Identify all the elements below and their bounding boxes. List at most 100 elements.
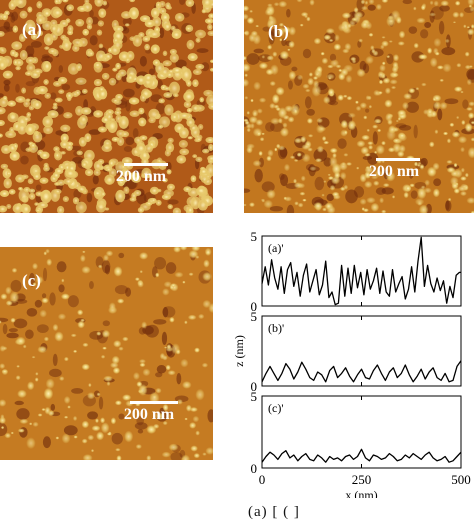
- scale-bar-b: 200 nm: [369, 158, 420, 181]
- afm-grain: [323, 140, 329, 145]
- afm-grain: [169, 316, 175, 323]
- afm-grain: [297, 74, 304, 81]
- afm-grain: [266, 189, 276, 199]
- afm-grain: [32, 421, 39, 427]
- afm-grain: [202, 0, 213, 8]
- afm-grain: [302, 83, 310, 89]
- afm-grain: [15, 96, 26, 103]
- afm-grain: [181, 68, 192, 82]
- afm-grain: [148, 108, 160, 120]
- afm-grain: [91, 425, 101, 432]
- afm-grain: [43, 79, 49, 85]
- afm-grain: [78, 136, 87, 147]
- afm-grain: [313, 201, 323, 210]
- afm-grain: [42, 116, 54, 128]
- series-line: [261, 360, 462, 383]
- afm-grain: [48, 48, 57, 55]
- afm-grain: [372, 124, 379, 129]
- afm-grain: [114, 110, 122, 116]
- afm-grain: [155, 387, 162, 394]
- afm-grain: [168, 69, 174, 74]
- afm-grain: [121, 131, 130, 138]
- afm-grain: [40, 189, 52, 204]
- afm-grain: [299, 23, 304, 27]
- afm-grain: [187, 53, 198, 62]
- afm-grain: [311, 84, 322, 97]
- afm-grain: [397, 109, 407, 117]
- afm-grain: [155, 199, 162, 206]
- afm-grain: [65, 169, 76, 178]
- afm-grain: [98, 8, 107, 18]
- afm-valley: [10, 279, 22, 293]
- afm-valley: [445, 200, 452, 212]
- afm-grain: [171, 30, 182, 39]
- afm-grain: [420, 4, 426, 11]
- afm-grain: [375, 3, 382, 11]
- afm-grain: [202, 272, 213, 282]
- afm-valley: [16, 408, 30, 420]
- afm-grain: [451, 131, 460, 138]
- afm-grain: [203, 89, 213, 97]
- afm-grain: [338, 23, 347, 32]
- afm-grain: [37, 413, 43, 417]
- afm-grain: [150, 44, 160, 54]
- x-tick-label: 500: [451, 472, 471, 487]
- afm-grain: [80, 318, 85, 323]
- afm-grain: [205, 136, 213, 144]
- afm-grain: [186, 117, 195, 127]
- afm-valley: [466, 68, 474, 80]
- afm-grain: [452, 21, 457, 24]
- afm-grain: [66, 4, 75, 12]
- afm-grain: [173, 247, 181, 253]
- afm-grain: [142, 36, 151, 43]
- afm-valley: [165, 262, 177, 274]
- afm-grain: [28, 192, 36, 200]
- afm-grain: [140, 150, 149, 161]
- afm-grain: [196, 137, 202, 142]
- afm-grain: [308, 72, 313, 77]
- afm-grain: [251, 109, 259, 117]
- afm-grain: [327, 173, 331, 177]
- afm-grain: [378, 79, 384, 85]
- afm-grain: [381, 61, 386, 66]
- afm-valley: [3, 21, 11, 30]
- afm-grain: [36, 85, 48, 95]
- afm-valley: [326, 193, 334, 202]
- afm-grain: [187, 314, 197, 321]
- afm-grain: [106, 113, 113, 121]
- afm-grain: [128, 97, 140, 105]
- afm-grain: [166, 169, 172, 175]
- afm-grain: [139, 359, 146, 364]
- afm-grain: [193, 453, 200, 459]
- afm-valley: [386, 53, 394, 65]
- afm-grain: [11, 267, 18, 273]
- afm-valley: [86, 192, 93, 203]
- afm-grain: [329, 184, 336, 191]
- afm-grain: [274, 147, 278, 152]
- afm-grain: [132, 34, 143, 47]
- afm-grain: [101, 329, 111, 338]
- afm-grain: [467, 28, 474, 36]
- afm-grain: [208, 143, 213, 152]
- afm-grain: [386, 171, 396, 182]
- afm-grain: [73, 435, 78, 439]
- afm-grain: [315, 72, 319, 76]
- afm-grain: [149, 186, 160, 195]
- afm-grain: [163, 22, 172, 31]
- afm-grain: [455, 182, 459, 186]
- afm-grain: [320, 51, 325, 56]
- afm-grain: [293, 159, 299, 162]
- afm-grain: [9, 291, 20, 304]
- afm-grain: [360, 146, 369, 155]
- afm-grain: [307, 77, 314, 86]
- afm-grain: [0, 426, 5, 430]
- afm-grain: [66, 141, 74, 147]
- afm-grain: [356, 68, 366, 78]
- afm-grain: [305, 88, 311, 93]
- afm-grain: [264, 8, 273, 16]
- afm-grain: [121, 168, 129, 177]
- afm-grain: [0, 163, 9, 170]
- afm-grain: [105, 167, 112, 172]
- afm-grain: [15, 0, 27, 9]
- afm-valley: [162, 306, 169, 318]
